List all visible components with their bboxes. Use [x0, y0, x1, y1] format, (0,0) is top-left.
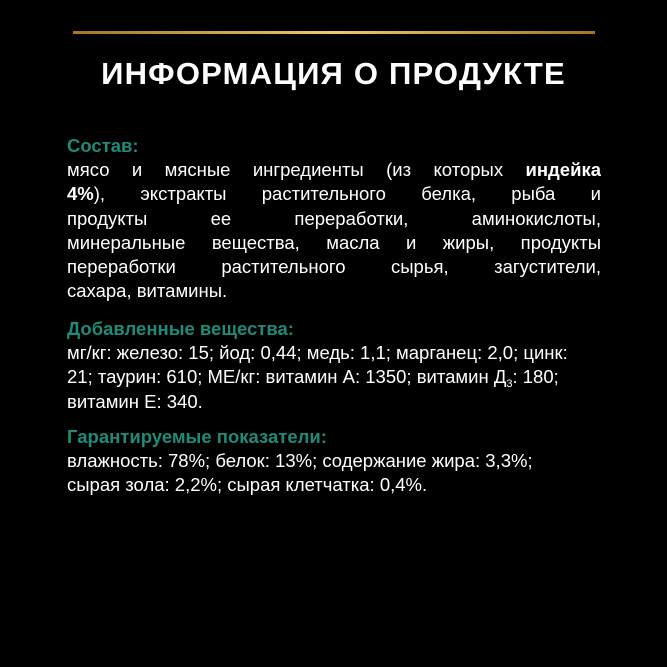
composition-heading: Состав:	[67, 135, 139, 156]
text: 21; таурин: 610; МЕ/кг: витамин А: 1350;…	[67, 366, 507, 388]
text: : 180;	[512, 366, 559, 388]
composition-line: переработки растительного сырья, загусти…	[67, 256, 601, 278]
composition-line: мясо и мясные ингредиенты (из которых ин…	[67, 158, 601, 182]
bold-text: индейка	[525, 159, 602, 180]
composition-line: сахара, витамины.	[67, 280, 228, 302]
guaranteed-line: сырая зола: 2,2%; сырая клетчатка: 0,4%.	[67, 474, 428, 496]
composition-line: продукты ее переработки, аминокислоты,	[67, 207, 601, 229]
guaranteed-section: Гарантируемые показатели: влажность: 78%…	[67, 425, 601, 498]
additives-heading: Добавленные вещества:	[67, 318, 294, 339]
composition-line: 4%), экстракты растительного белка, рыба…	[67, 182, 601, 206]
additives-line: 21; таурин: 610; МЕ/кг: витамин А: 1350;…	[67, 365, 601, 391]
text: ), экстракты растительного белка, рыба и	[93, 183, 601, 205]
additives-section: Добавленные вещества: мг/кг: железо: 15;…	[67, 317, 601, 414]
gold-divider	[73, 31, 595, 34]
guaranteed-heading: Гарантируемые показатели:	[67, 426, 327, 447]
page-title: ИНФОРМАЦИЯ О ПРОДУКТЕ	[101, 56, 566, 91]
composition-line: минеральные вещества, масла и жиры, прод…	[67, 231, 601, 253]
guaranteed-line: влажность: 78%; белок: 13%; содержание ж…	[67, 450, 533, 471]
text: мясо и мясные ингредиенты (из которых	[67, 159, 526, 180]
composition-section: Состав: мясо и мясные ингредиенты (из ко…	[67, 134, 601, 304]
subscript: 3	[506, 378, 513, 391]
additives-line: витамин Е: 340.	[67, 390, 203, 412]
bold-text: 4%	[67, 183, 94, 205]
additives-line: мг/кг: железо: 15; йод: 0,44; медь: 1,1;…	[67, 342, 568, 363]
